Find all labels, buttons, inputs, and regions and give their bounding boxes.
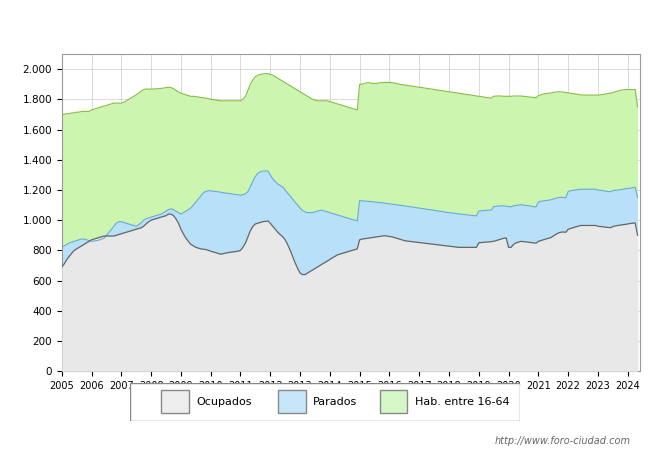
- Bar: [380, 390, 407, 413]
- Bar: [278, 390, 306, 413]
- Text: Ocupados: Ocupados: [196, 396, 252, 407]
- Text: http://www.foro-ciudad.com: http://www.foro-ciudad.com: [495, 436, 630, 446]
- Text: Hab. entre 16-64: Hab. entre 16-64: [415, 396, 510, 407]
- Bar: [161, 390, 188, 413]
- Text: Torralba de Calatrava - Evolucion de la poblacion en edad de Trabajar Mayo de 20: Torralba de Calatrava - Evolucion de la …: [12, 17, 638, 30]
- FancyBboxPatch shape: [130, 382, 520, 421]
- Text: Parados: Parados: [313, 396, 358, 407]
